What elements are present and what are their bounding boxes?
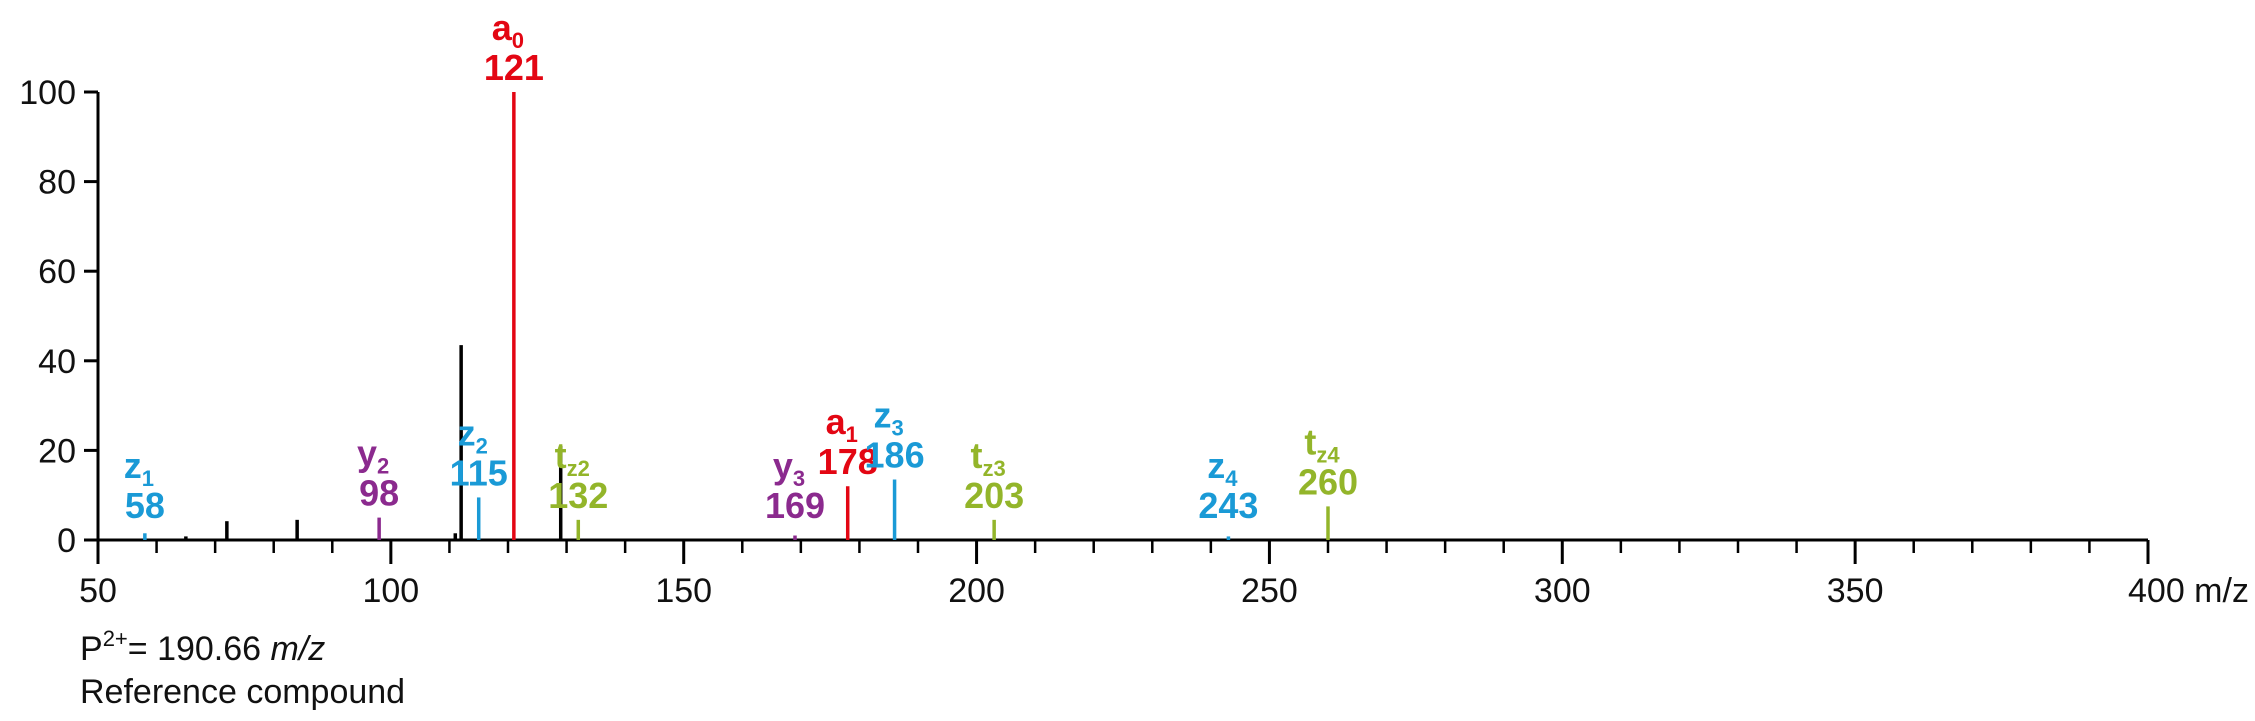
peak-ion-label: y3 xyxy=(773,445,805,491)
peak-ion-label: y2 xyxy=(357,433,389,479)
peak-mz-label: 58 xyxy=(125,485,165,526)
peak-mz-label: 98 xyxy=(359,473,399,514)
peak-mz-label: 243 xyxy=(1198,485,1258,526)
y-tick-label: 20 xyxy=(38,432,76,470)
x-tick-label: 350 xyxy=(1827,572,1884,610)
precursor-unit: m/z xyxy=(270,630,326,668)
peak-mz-label: 169 xyxy=(765,485,825,526)
x-tick-label: 50 xyxy=(79,572,117,610)
peak-ion-label: a0 xyxy=(492,7,524,53)
precursor-prefix: P xyxy=(80,630,103,668)
peak-ion-label: z1 xyxy=(124,445,154,491)
precursor-caption: P2+= 190.66 m/z xyxy=(80,626,326,668)
y-tick-label: 0 xyxy=(57,522,76,560)
peak-bars xyxy=(143,92,1330,540)
peak-mz-label: 178 xyxy=(818,441,878,482)
peak-ion-label: z4 xyxy=(1207,445,1238,491)
peak-mz-label: 260 xyxy=(1298,461,1358,502)
peak-ion-label: z3 xyxy=(873,395,903,441)
x-tick-label: 200 xyxy=(948,572,1005,610)
x-tick-label: 150 xyxy=(655,572,712,610)
y-tick-label: 100 xyxy=(19,74,76,112)
x-tick-label: 300 xyxy=(1534,572,1591,610)
peak-ion-label: tz2 xyxy=(555,435,590,481)
peak-ion-label: tz4 xyxy=(1304,421,1340,467)
compound-caption: Reference compound xyxy=(80,673,406,711)
peak-ion-label: tz3 xyxy=(971,435,1006,481)
peak-ion-label: z2 xyxy=(458,412,488,458)
peak-mz-label: 121 xyxy=(484,47,544,88)
x-tick-label: 250 xyxy=(1241,572,1298,610)
axes: 0 20 40 60 80 100 50 100 150 200 250 300 350 400 m/z xyxy=(19,74,2249,610)
x-tick-label: 100 xyxy=(362,572,419,610)
x-tick-label: 400 m/z xyxy=(2128,572,2249,610)
peak-mz-label: 115 xyxy=(450,452,508,493)
peak-mz-label: 203 xyxy=(964,475,1024,516)
y-tick-label: 60 xyxy=(38,253,76,291)
peak-ion-label: a1 xyxy=(826,401,858,447)
precursor-value: = 190.66 xyxy=(127,630,271,668)
y-tick-label: 80 xyxy=(38,164,76,202)
peak-mz-label: 132 xyxy=(548,475,608,516)
precursor-charge: 2+ xyxy=(102,626,128,651)
y-tick-label: 40 xyxy=(38,343,76,381)
peak-mz-label: 186 xyxy=(865,435,925,476)
